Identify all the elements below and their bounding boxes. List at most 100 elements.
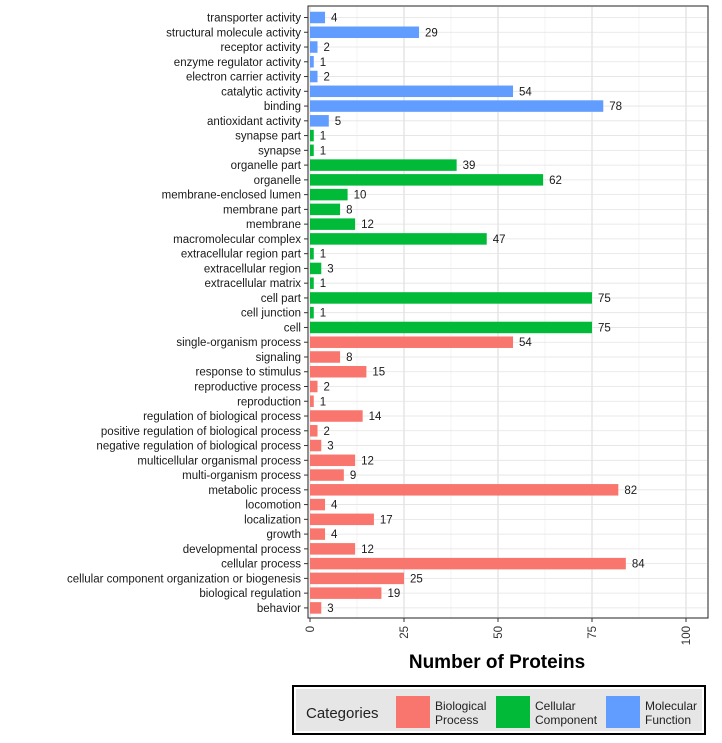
- legend-panel: Categories Biological Process Cellular C…: [296, 689, 702, 731]
- category-label: negative regulation of biological proces…: [96, 441, 301, 453]
- bar-reproduction: [310, 395, 314, 408]
- value-label: 1: [320, 57, 326, 69]
- category-label: biological regulation: [199, 588, 301, 600]
- value-label: 1: [320, 131, 326, 143]
- category-label: membrane part: [223, 204, 302, 216]
- value-label: 2: [324, 382, 330, 394]
- bar-developmental-process: [310, 543, 356, 555]
- value-label: 15: [372, 367, 385, 379]
- value-label: 3: [327, 263, 333, 275]
- value-label: 3: [327, 441, 333, 453]
- category-label: cell junction: [241, 308, 301, 320]
- bar-signaling: [310, 351, 341, 363]
- bar-binding: [310, 100, 604, 112]
- category-label: cellular process: [221, 559, 301, 571]
- value-label: 54: [519, 337, 532, 349]
- bar-cellular-process: [310, 557, 626, 570]
- legend-key-biological-process: [396, 696, 430, 728]
- bar-structural-molecule-activity: [310, 26, 420, 39]
- bar-organelle: [310, 174, 544, 186]
- category-label: organelle: [254, 175, 301, 187]
- category-label: metabolic process: [208, 485, 301, 497]
- value-label: 84: [632, 559, 645, 571]
- bar-synapse-part: [310, 129, 314, 142]
- category-label: extracellular region part: [181, 249, 302, 261]
- bar-extracellular-matrix: [310, 277, 314, 289]
- value-label: 1: [320, 308, 326, 320]
- legend: Categories Biological Process Cellular C…: [292, 685, 706, 735]
- category-label: electron carrier activity: [186, 72, 301, 84]
- bar-synapse: [310, 144, 314, 157]
- bar-cell: [310, 321, 592, 334]
- plot-panel: [307, 5, 709, 619]
- x-tick-label: 0: [305, 626, 317, 632]
- x-tick-label: 75: [587, 626, 599, 639]
- bar-macromolecular-complex: [310, 233, 487, 245]
- bar-regulation-of-biological-process: [310, 410, 363, 422]
- value-label: 78: [609, 101, 622, 113]
- category-label: synapse part: [235, 131, 302, 143]
- bar-localization: [310, 513, 374, 526]
- value-label: 5: [335, 116, 341, 128]
- category-label: regulation of biological process: [143, 411, 301, 423]
- x-axis-ticks: 0 25 50 75 100: [305, 618, 693, 645]
- value-label: 1: [320, 396, 326, 408]
- x-tick-label: 25: [399, 626, 411, 639]
- bar-cellular-component-organization-or-biogenesis: [310, 572, 404, 585]
- x-tick-label: 50: [493, 626, 505, 639]
- category-label: cell: [284, 322, 301, 334]
- bar-membrane-part: [310, 203, 341, 216]
- value-label: 1: [320, 249, 326, 261]
- bar-growth: [310, 528, 326, 540]
- category-label: single-organism process: [176, 337, 301, 349]
- legend-key-molecular-function: [606, 696, 640, 728]
- bar-catalytic-activity: [310, 85, 514, 98]
- bar-membrane-enclosed-lumen: [310, 188, 348, 201]
- bar-transporter-activity: [310, 11, 326, 24]
- category-label: cell part: [261, 293, 302, 305]
- category-label: behavior: [257, 603, 301, 615]
- category-label: membrane-enclosed lumen: [162, 190, 301, 202]
- legend-title: Categories: [306, 705, 379, 722]
- value-label: 47: [493, 234, 506, 246]
- category-label: developmental process: [183, 544, 302, 556]
- category-label: locomotion: [245, 500, 301, 512]
- value-label: 39: [463, 160, 476, 172]
- legend-key-cellular-component: [496, 696, 530, 728]
- value-label: 4: [331, 13, 338, 25]
- category-label: antioxidant activity: [207, 116, 301, 128]
- bar-positive-regulation-of-biological-process: [310, 425, 318, 437]
- value-label: 2: [324, 72, 330, 84]
- bar-multi-organism-process: [310, 469, 344, 481]
- bar-organelle-part: [310, 159, 457, 171]
- category-label: positive regulation of biological proces…: [101, 426, 301, 438]
- value-label: 9: [350, 470, 356, 482]
- category-label: reproduction: [237, 396, 301, 408]
- value-label: 25: [410, 573, 423, 585]
- category-label: localization: [244, 514, 301, 526]
- bar-behavior: [310, 602, 322, 614]
- category-label: organelle part: [231, 160, 302, 172]
- category-label: extracellular matrix: [205, 278, 302, 290]
- value-label: 1: [320, 278, 326, 290]
- category-label: macromolecular complex: [173, 234, 301, 246]
- legend-label-molecular-function: Molecular Function: [645, 699, 698, 727]
- bar-response-to-stimulus: [310, 365, 367, 378]
- value-label: 12: [361, 544, 374, 556]
- value-label: 12: [361, 455, 374, 467]
- legend-label-cellular-component: Cellular Component: [535, 699, 598, 727]
- category-label: binding: [264, 101, 301, 113]
- bar-negative-regulation-of-biological-process: [310, 439, 322, 452]
- value-label: 3: [327, 603, 333, 615]
- value-label: 17: [380, 514, 393, 526]
- value-label: 2: [324, 426, 330, 438]
- bar-enzyme-regulator-activity: [310, 56, 314, 68]
- value-label: 12: [361, 219, 374, 231]
- value-label: 75: [598, 293, 611, 305]
- category-labels: transporter activity structural molecule …: [67, 13, 308, 615]
- category-label: multicellular organismal process: [137, 455, 301, 467]
- value-label: 10: [354, 190, 367, 202]
- category-label: extracellular region: [204, 263, 301, 275]
- bars-group: [310, 11, 626, 614]
